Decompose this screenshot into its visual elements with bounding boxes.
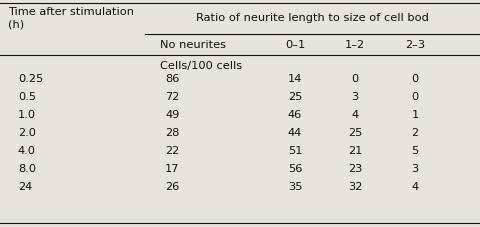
Text: Time after stimulation: Time after stimulation — [8, 7, 134, 17]
Text: 25: 25 — [288, 92, 302, 101]
Text: 3: 3 — [351, 92, 359, 101]
Text: 0–1: 0–1 — [285, 40, 305, 50]
Text: 21: 21 — [348, 145, 362, 155]
Text: 86: 86 — [165, 74, 180, 84]
Text: 0: 0 — [411, 74, 419, 84]
Text: 4: 4 — [351, 109, 359, 119]
Text: 1–2: 1–2 — [345, 40, 365, 50]
Text: 1: 1 — [411, 109, 419, 119]
Text: 0.25: 0.25 — [18, 74, 43, 84]
Text: 2: 2 — [411, 127, 419, 137]
Text: 5: 5 — [411, 145, 419, 155]
Text: 46: 46 — [288, 109, 302, 119]
Text: 28: 28 — [165, 127, 180, 137]
Text: 4: 4 — [411, 181, 419, 191]
Text: 4.0: 4.0 — [18, 145, 36, 155]
Text: 72: 72 — [165, 92, 180, 101]
Text: 51: 51 — [288, 145, 302, 155]
Text: (h): (h) — [8, 19, 24, 29]
Text: No neurites: No neurites — [160, 40, 226, 50]
Text: 25: 25 — [348, 127, 362, 137]
Text: 56: 56 — [288, 163, 302, 173]
Text: 49: 49 — [165, 109, 180, 119]
Text: Cells/100 cells: Cells/100 cells — [160, 61, 242, 71]
Text: 26: 26 — [165, 181, 179, 191]
Text: 32: 32 — [348, 181, 362, 191]
Text: 23: 23 — [348, 163, 362, 173]
Text: 1.0: 1.0 — [18, 109, 36, 119]
Text: 0.5: 0.5 — [18, 92, 36, 101]
Text: 8.0: 8.0 — [18, 163, 36, 173]
Text: 17: 17 — [165, 163, 180, 173]
Text: 44: 44 — [288, 127, 302, 137]
Text: 0: 0 — [411, 92, 419, 101]
Text: 22: 22 — [165, 145, 179, 155]
Text: 2–3: 2–3 — [405, 40, 425, 50]
Text: Ratio of neurite length to size of cell bod: Ratio of neurite length to size of cell … — [196, 13, 429, 23]
Text: 2.0: 2.0 — [18, 127, 36, 137]
Text: 35: 35 — [288, 181, 302, 191]
Text: 24: 24 — [18, 181, 32, 191]
Text: 3: 3 — [411, 163, 419, 173]
Text: 14: 14 — [288, 74, 302, 84]
Text: 0: 0 — [351, 74, 359, 84]
